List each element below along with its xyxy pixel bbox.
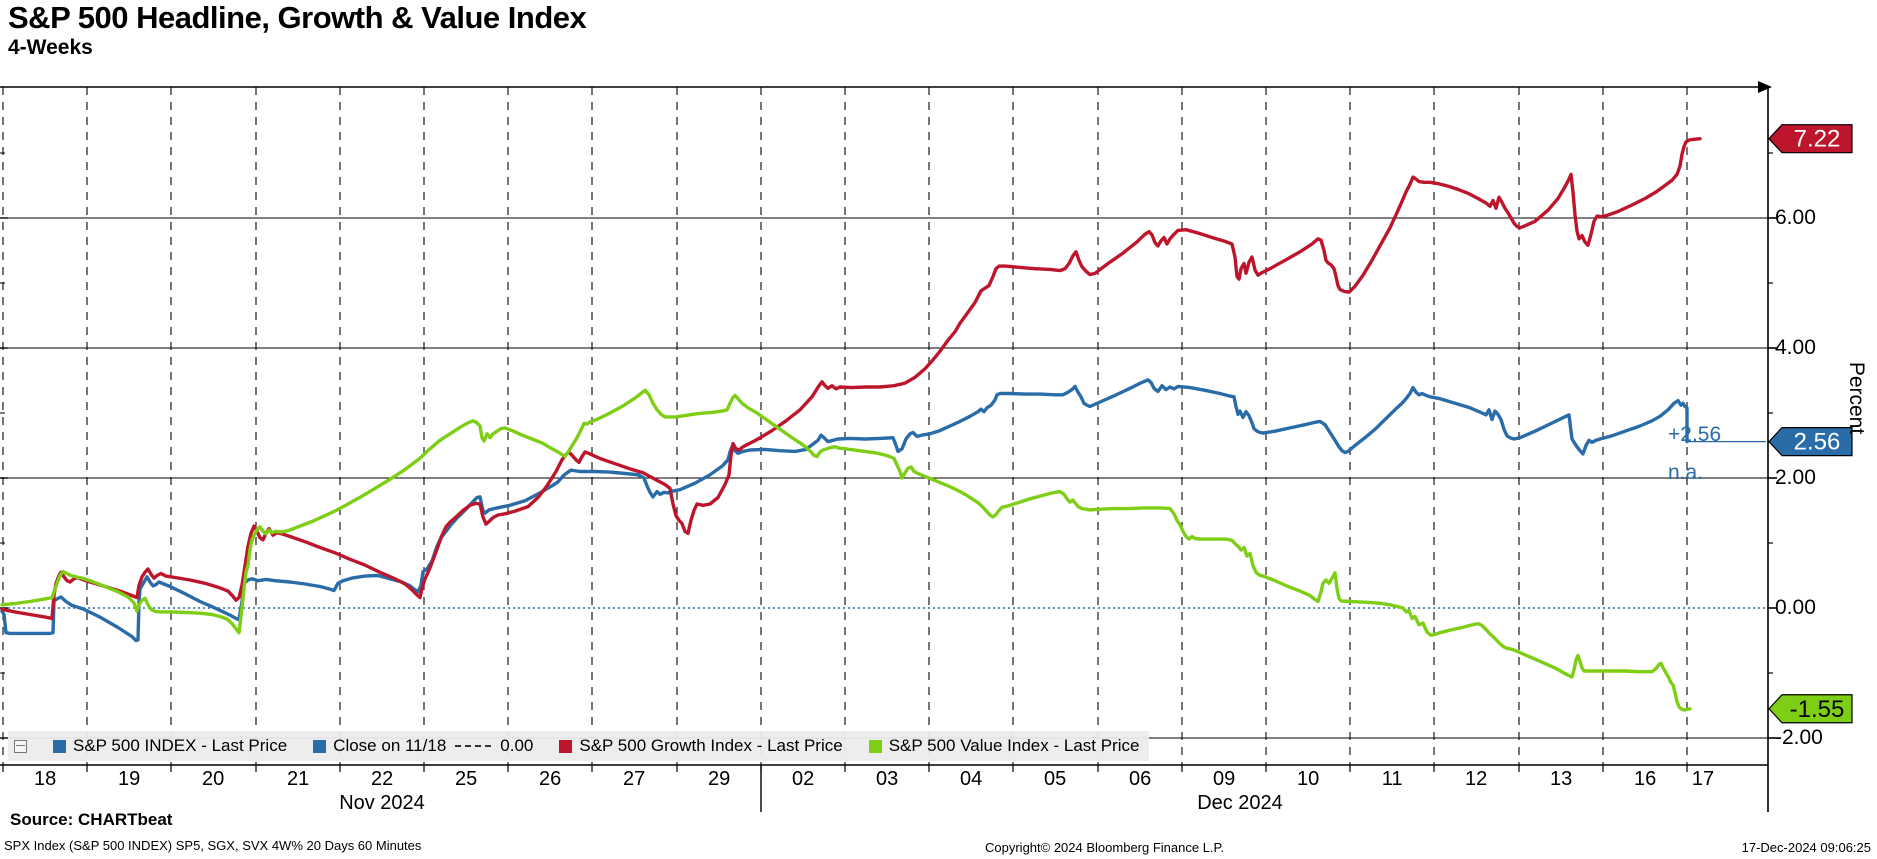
x-day-label: 25 <box>454 768 478 790</box>
x-day-label: 21 <box>286 768 310 790</box>
legend-label: Close on 11/18 <box>333 736 447 755</box>
x-day-label: 17 <box>1691 768 1715 790</box>
legend-item-close-baseline[interactable]: Close on 11/18 0.00 <box>313 736 533 756</box>
y-tick-label: 0.00 <box>1775 596 1816 619</box>
blue-swatch-icon <box>313 739 327 753</box>
y-tick-label: -2.00 <box>1775 726 1823 749</box>
last-price-badge-label: 2.56 <box>1794 429 1841 456</box>
legend-label: S&P 500 Growth Index - Last Price <box>579 736 843 755</box>
x-day-label: 27 <box>622 768 646 790</box>
x-day-label: 03 <box>875 768 899 790</box>
x-day-label: 19 <box>117 768 141 790</box>
blue-swatch-icon <box>53 739 66 753</box>
last-price-badge <box>1768 124 1853 154</box>
x-day-label: 20 <box>201 768 225 790</box>
legend-item-growth-index[interactable]: S&P 500 Growth Index - Last Price <box>559 736 843 756</box>
month-label: Dec 2024 <box>1197 792 1283 814</box>
na-annotation: n.a. <box>1668 461 1704 484</box>
last-price-badge <box>1768 694 1853 724</box>
x-day-label: 29 <box>707 768 731 790</box>
x-day-label: 16 <box>1633 768 1657 790</box>
x-day-label: 09 <box>1212 768 1236 790</box>
x-day-label: 22 <box>370 768 394 790</box>
last-price-badge-label: 7.22 <box>1794 126 1841 153</box>
y-tick-label: 4.00 <box>1775 336 1816 359</box>
green-swatch-icon <box>868 739 882 753</box>
legend-label: S&P 500 Value Index - Last Price <box>888 736 1140 755</box>
chart-legend: S&P 500 INDEX - Last Price Close on 11/1… <box>8 731 1150 761</box>
month-label: Nov 2024 <box>339 792 425 814</box>
chart-descriptor: SPX Index (S&P 500 INDEX) SP5, SGX, SVX … <box>4 838 422 853</box>
y-tick-label: 6.00 <box>1775 206 1816 229</box>
timestamp-label: 17-Dec-2024 09:06:25 <box>1741 840 1871 855</box>
x-day-label: 05 <box>1043 768 1067 790</box>
series-line <box>0 378 1689 643</box>
page-title: S&P 500 Headline, Growth & Value Index <box>8 0 587 35</box>
x-day-label: 02 <box>791 768 815 790</box>
source-label: Source: CHARTbeat <box>10 810 173 829</box>
x-day-label: 06 <box>1128 768 1152 790</box>
last-price-badge-label: -1.55 <box>1790 696 1845 723</box>
y-axis-title: Percent <box>1845 361 1868 435</box>
copyright-label: Copyright© 2024 Bloomberg Finance L.P. <box>985 840 1225 855</box>
legend-baseline-value: 0.00 <box>500 736 534 755</box>
series-line <box>0 136 1702 621</box>
legend-item-value-index[interactable]: S&P 500 Value Index - Last Price <box>868 736 1140 756</box>
x-day-label: 26 <box>538 768 562 790</box>
x-day-label: 18 <box>33 768 57 790</box>
x-day-label: 11 <box>1381 768 1403 790</box>
x-day-label: 04 <box>959 768 983 790</box>
last-change-annotation: +2.56 <box>1668 423 1722 446</box>
axis-arrow-icon <box>1758 81 1772 93</box>
x-day-label: 10 <box>1296 768 1320 790</box>
x-day-label: 13 <box>1549 768 1573 790</box>
y-tick-label: 2.00 <box>1775 466 1816 489</box>
chart-subtitle: 4-Weeks <box>8 36 93 59</box>
legend-item-spx-index[interactable]: S&P 500 INDEX - Last Price <box>53 736 287 756</box>
panel-toggle-icon[interactable] <box>14 739 27 753</box>
red-swatch-icon <box>559 739 573 753</box>
series-line <box>0 388 1692 712</box>
dashed-line-icon <box>455 745 492 747</box>
legend-label: S&P 500 INDEX - Last Price <box>73 736 288 755</box>
x-day-label: 12 <box>1464 768 1488 790</box>
last-price-badge <box>1768 427 1853 457</box>
